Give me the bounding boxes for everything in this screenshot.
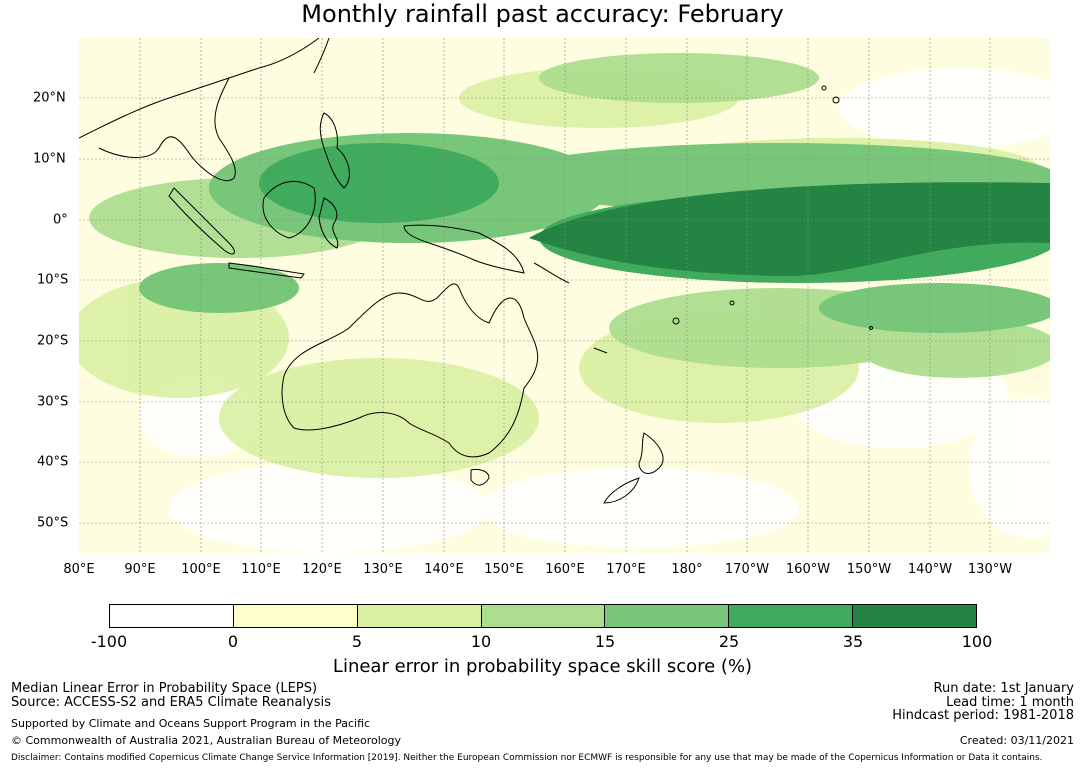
colorbar-segment	[481, 605, 606, 627]
y-tick: 10°S	[37, 272, 69, 288]
colorbar-tick: 10	[470, 632, 492, 651]
y-tick: 0°	[53, 212, 68, 228]
x-tick: 110°E	[241, 562, 281, 577]
colorbar-tick: -100	[90, 632, 128, 651]
footer-method: Median Linear Error in Probability Space…	[11, 681, 318, 696]
x-tick: 140°W	[907, 562, 953, 577]
x-tick: 120°E	[302, 562, 342, 577]
page-title: Monthly rainfall past accuracy: February	[301, 0, 784, 28]
colorbar-segment	[853, 605, 977, 627]
x-tick: 160°E	[545, 562, 585, 577]
colorbar-tick: 100	[961, 632, 993, 651]
map-gridlines	[79, 38, 1050, 553]
colorbar-tick: 5	[351, 632, 363, 651]
y-tick: 40°S	[37, 454, 69, 470]
colorbar-tick: 15	[594, 632, 616, 651]
footer-lead-time: Lead time: 1 month	[946, 695, 1074, 710]
x-tick: 130°W	[967, 562, 1013, 577]
y-tick: 20°S	[37, 333, 69, 349]
y-tick: 10°N	[33, 151, 66, 167]
colorbar-segment	[729, 605, 854, 627]
colorbar-tick: 35	[842, 632, 864, 651]
x-tick: 160°W	[785, 562, 831, 577]
x-tick: 170°W	[724, 562, 770, 577]
skill-map	[79, 38, 1050, 553]
colorbar-label: Linear error in probability space skill …	[332, 656, 753, 677]
footer-copyright: © Commonwealth of Australia 2021, Austra…	[11, 734, 401, 747]
very-high-skill-patches	[529, 182, 1050, 277]
x-tick: 140°E	[424, 562, 464, 577]
colorbar-tick: 25	[718, 632, 740, 651]
footer-support: Supported by Climate and Oceans Support …	[11, 717, 371, 730]
x-tick: 130°E	[363, 562, 403, 577]
x-tick: 150°W	[846, 562, 892, 577]
footer-created: Created: 03/11/2021	[959, 734, 1074, 747]
colorbar-segment	[605, 605, 730, 627]
y-tick: 20°N	[33, 90, 66, 106]
colorbar-segment	[233, 605, 358, 627]
colorbar-segment	[110, 605, 234, 627]
footer-hindcast-period: Hindcast period: 1981-2018	[892, 708, 1074, 723]
y-tick: 30°S	[37, 394, 69, 410]
colorbar-tick: 0	[227, 632, 239, 651]
coastlines	[79, 38, 873, 504]
colorbar	[109, 604, 977, 628]
moderate-skill-patches	[89, 53, 1050, 378]
x-tick: 90°E	[124, 562, 156, 577]
x-tick: 180°	[671, 562, 703, 577]
disclaimer: Disclaimer: Contains modified Copernicus…	[11, 753, 1043, 763]
footer-run-date: Run date: 1st January	[933, 681, 1074, 696]
x-tick: 150°E	[484, 562, 524, 577]
colorbar-segment	[357, 605, 482, 627]
x-tick: 100°E	[181, 562, 221, 577]
footer-source: Source: ACCESS-S2 and ERA5 Climate Reana…	[11, 695, 331, 710]
y-tick: 50°S	[37, 515, 69, 531]
x-tick: 80°E	[63, 562, 95, 577]
x-tick: 170°E	[606, 562, 646, 577]
